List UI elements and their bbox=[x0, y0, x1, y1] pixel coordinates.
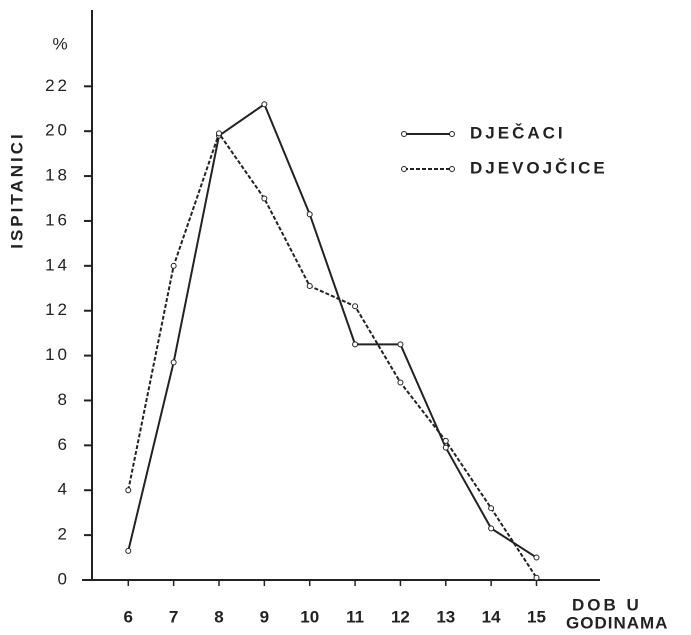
x-tick-label: 7 bbox=[169, 607, 178, 626]
legend-marker bbox=[401, 131, 407, 137]
x-tick-label: 9 bbox=[260, 607, 269, 626]
data-point bbox=[306, 283, 313, 290]
data-point bbox=[306, 211, 313, 218]
y-axis-label: ISPITANICI bbox=[7, 131, 26, 249]
x-axis-label: DOB U bbox=[572, 595, 642, 614]
legend-marker bbox=[449, 166, 455, 172]
series-line bbox=[127, 131, 538, 579]
x-tick-label: 10 bbox=[300, 607, 319, 626]
x-tick-label: 12 bbox=[391, 607, 410, 626]
y-tick-label: 6 bbox=[58, 435, 70, 454]
x-tick-label: 13 bbox=[436, 607, 455, 626]
data-point bbox=[216, 130, 222, 137]
data-point bbox=[533, 554, 540, 561]
data-point bbox=[261, 195, 268, 202]
y-tick-label: 22 bbox=[45, 76, 70, 95]
x-tick-label: 14 bbox=[482, 607, 501, 626]
legend-marker bbox=[449, 131, 455, 137]
data-point bbox=[170, 262, 177, 269]
y-tick-label: 20 bbox=[45, 121, 70, 140]
data-point bbox=[442, 444, 449, 451]
y-tick-label: 0 bbox=[58, 569, 70, 588]
legend-label: DJEČACI bbox=[470, 123, 566, 142]
data-point bbox=[397, 379, 404, 386]
x-tick-label: 11 bbox=[346, 607, 364, 626]
legend-label: DJEVOJČICE bbox=[470, 158, 608, 177]
data-point bbox=[488, 505, 495, 512]
y-tick-label: 10 bbox=[45, 345, 70, 364]
data-point bbox=[261, 101, 268, 108]
y-tick-label: 14 bbox=[45, 255, 70, 274]
legend-marker bbox=[401, 166, 407, 172]
x-tick-label: 6 bbox=[124, 607, 133, 626]
x-tick-label: 15 bbox=[527, 607, 546, 626]
x-axis-label: GODINAMA bbox=[566, 613, 668, 632]
data-point bbox=[533, 574, 540, 581]
data-point bbox=[442, 437, 449, 444]
data-point bbox=[488, 525, 495, 532]
x-tick-label: 8 bbox=[214, 607, 223, 626]
y-tick-label: 2 bbox=[58, 525, 70, 544]
y-tick-label: 12 bbox=[45, 300, 70, 319]
y-tick-label: 4 bbox=[58, 480, 70, 499]
y-tick-label: 18 bbox=[45, 166, 70, 185]
data-point bbox=[352, 303, 359, 310]
y-tick-label: 16 bbox=[45, 210, 70, 229]
series-line bbox=[127, 102, 538, 559]
y-unit: % bbox=[52, 34, 67, 53]
data-point bbox=[125, 547, 132, 554]
data-point bbox=[125, 487, 132, 494]
y-tick-label: 8 bbox=[58, 390, 70, 409]
data-point bbox=[352, 341, 359, 348]
data-point bbox=[170, 359, 177, 366]
data-point bbox=[397, 341, 404, 348]
